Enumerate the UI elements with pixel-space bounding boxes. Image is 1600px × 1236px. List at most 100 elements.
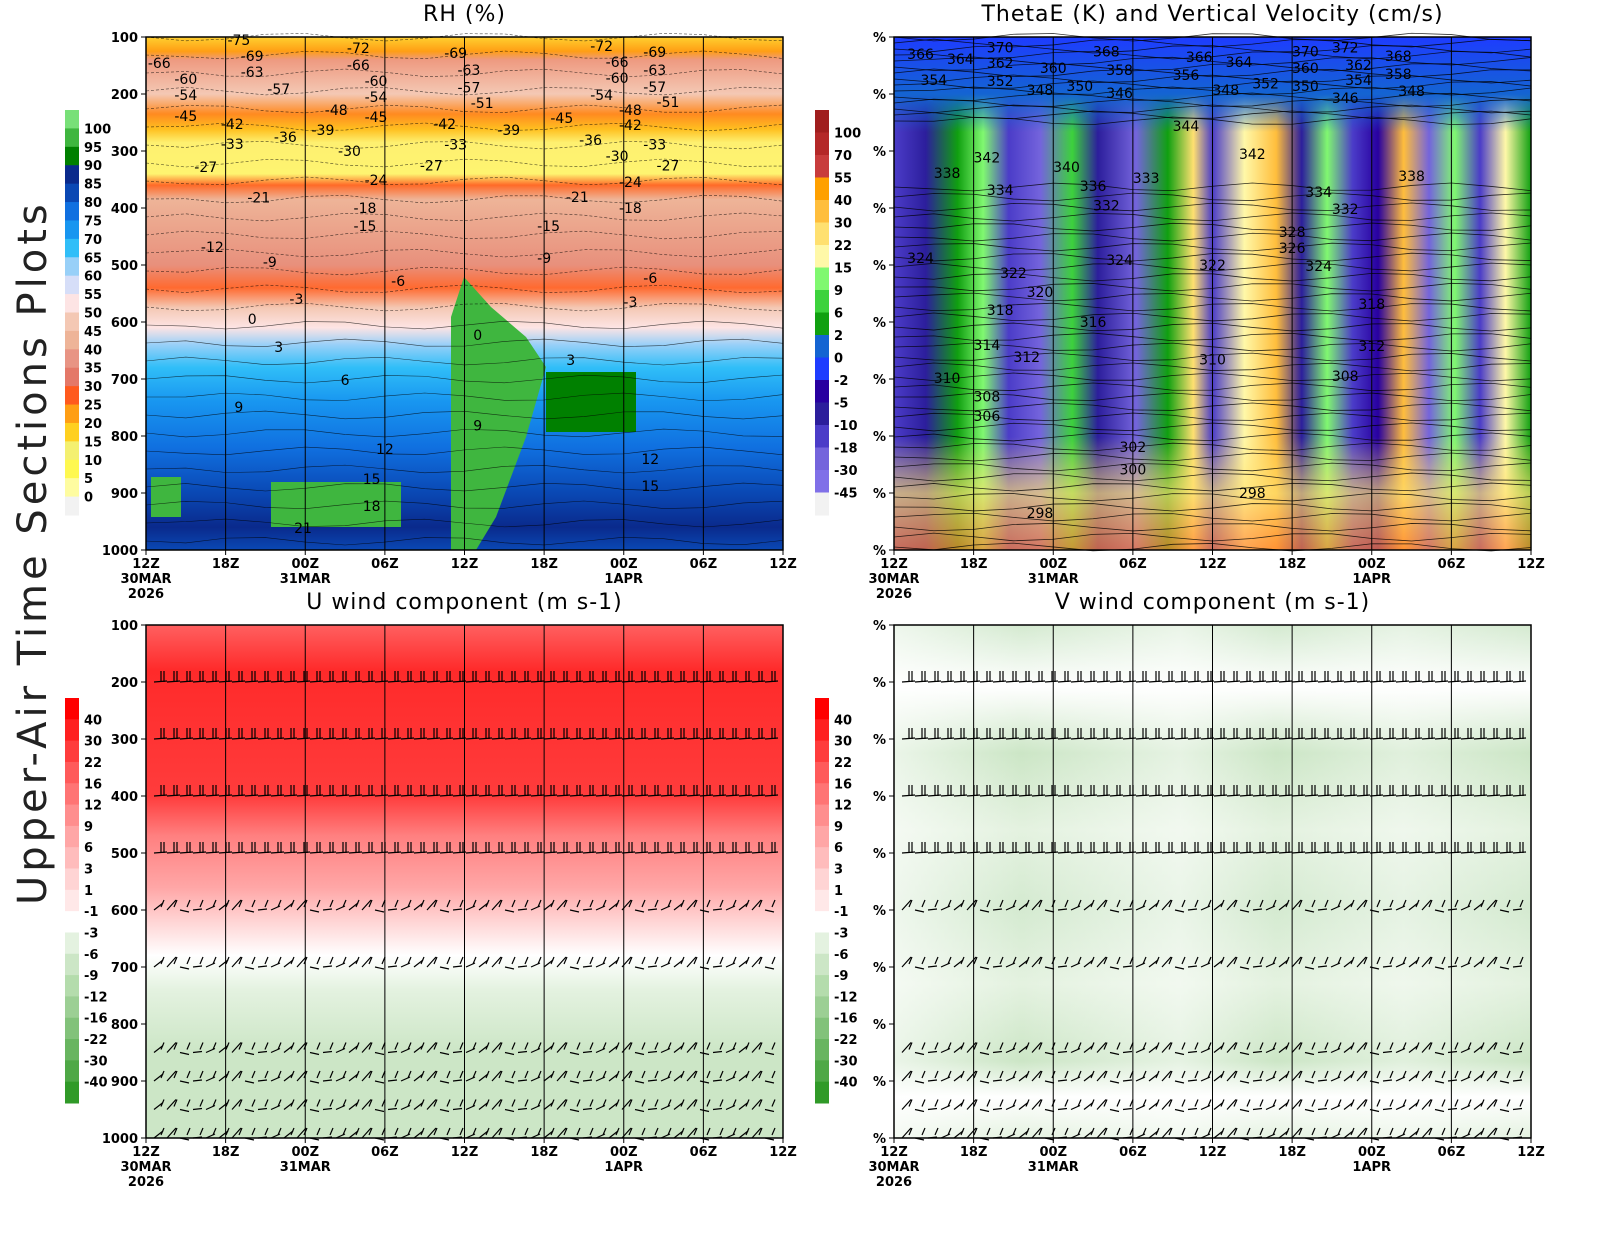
colorbar-swatch xyxy=(815,825,829,848)
wind-barb xyxy=(348,671,363,683)
colorbar-swatch xyxy=(65,1017,79,1040)
colorbar-swatch xyxy=(65,146,79,166)
wind-barb xyxy=(901,1070,913,1082)
wind-barb xyxy=(1317,728,1332,740)
contour-label: 358 xyxy=(1385,67,1412,83)
wind-barb xyxy=(439,1099,451,1113)
colorbar-swatch xyxy=(815,357,829,381)
colorbar-label: -9 xyxy=(84,969,98,984)
wind-barb xyxy=(699,899,711,913)
contour-line xyxy=(145,32,784,42)
colorbar-swatch xyxy=(815,222,829,246)
y-tick-label: % xyxy=(873,847,886,862)
x-tick-label: 06Z xyxy=(1438,557,1466,572)
wind-barb xyxy=(953,956,965,968)
wind-barb xyxy=(764,671,779,683)
wind-barb xyxy=(738,1127,750,1139)
wind-barb xyxy=(569,956,581,970)
wind-barb xyxy=(966,1127,978,1139)
wind-barb xyxy=(1057,1070,1069,1082)
wind-barb xyxy=(927,1070,939,1082)
colorbar-label: 6 xyxy=(84,841,93,856)
wind-barb xyxy=(764,899,776,913)
wind-barb xyxy=(1473,1127,1485,1139)
colorbar-label: 30 xyxy=(84,380,102,395)
wind-barb xyxy=(1083,1070,1095,1082)
wind-barb xyxy=(1447,842,1462,854)
wind-barb xyxy=(426,1099,438,1110)
colorbar-label: 1 xyxy=(834,884,843,899)
wind-barb xyxy=(1382,785,1397,797)
contour-label: 352 xyxy=(1252,77,1279,93)
y-tick-label: % xyxy=(873,904,886,919)
wind-barb xyxy=(1187,842,1202,854)
wind-barb xyxy=(1096,1127,1108,1139)
wind-barb xyxy=(1109,1042,1121,1056)
wind-barb xyxy=(1434,1099,1446,1113)
wind-barb xyxy=(465,785,480,797)
wind-barb xyxy=(309,1070,321,1084)
wind-barb xyxy=(530,671,545,683)
wind-barb xyxy=(1174,899,1186,913)
wind-barb xyxy=(953,785,968,797)
colorbar-label: -10 xyxy=(834,419,858,434)
wind-barb xyxy=(244,785,259,797)
wind-barb xyxy=(914,899,926,913)
y-tick-label: % xyxy=(873,733,886,748)
y-tick-label: % xyxy=(873,790,886,805)
wind-barb xyxy=(153,1070,165,1082)
wind-barb xyxy=(439,842,454,854)
wind-barb xyxy=(712,899,724,911)
u-wind-title: U wind component (m s-1) xyxy=(306,590,623,615)
wind-barb xyxy=(1109,1070,1121,1084)
wind-barb xyxy=(953,1127,965,1139)
colorbar-swatch xyxy=(65,996,79,1019)
wind-barb xyxy=(556,728,571,740)
colorbar-label: -45 xyxy=(834,487,858,502)
wind-barb xyxy=(1044,728,1059,740)
colorbar-label: -22 xyxy=(84,1033,108,1048)
wind-barb xyxy=(335,842,350,854)
wind-barb xyxy=(491,956,503,968)
wind-barb xyxy=(608,671,623,683)
wind-barb xyxy=(992,842,1007,854)
wind-barb xyxy=(1408,956,1420,968)
y-tick-label: 300 xyxy=(111,145,138,160)
colorbar-swatch xyxy=(65,804,79,827)
wind-barb xyxy=(452,956,464,968)
wind-barb xyxy=(452,899,464,911)
x-tick-label: 18Z xyxy=(960,1145,988,1160)
x-tick-label: 12Z xyxy=(1517,557,1545,572)
contour-line xyxy=(145,50,784,60)
y-tick-label: % xyxy=(873,676,886,691)
wind-barb xyxy=(309,899,321,913)
contour-label: 364 xyxy=(947,52,974,68)
wind-barb xyxy=(1096,1070,1108,1082)
wind-barb xyxy=(1135,728,1150,740)
wind-barb xyxy=(270,899,282,911)
wind-barb xyxy=(1252,899,1264,911)
wind-barb xyxy=(1356,899,1368,911)
contour-label: 338 xyxy=(934,166,961,182)
wind-barb xyxy=(1174,842,1189,854)
wind-barb xyxy=(543,1099,555,1110)
colorbar-swatch xyxy=(815,975,829,997)
colorbar-swatch xyxy=(815,200,829,223)
contour-label: -27 xyxy=(657,158,680,174)
wind-barb xyxy=(478,671,493,683)
contour-label: 348 xyxy=(1027,83,1054,99)
wind-barb xyxy=(1395,1042,1407,1054)
wind-barb xyxy=(1200,956,1212,968)
wind-barb xyxy=(270,1099,282,1111)
wind-barb xyxy=(1330,1070,1342,1082)
wind-barb xyxy=(1447,785,1462,797)
wind-barb xyxy=(1278,1070,1290,1082)
wind-barb xyxy=(231,1042,243,1053)
wind-barb xyxy=(1395,842,1410,854)
contour-label: 328 xyxy=(1279,225,1306,241)
wind-barb xyxy=(1499,1042,1511,1056)
wind-barb xyxy=(491,728,506,740)
colorbar-swatch xyxy=(815,155,829,178)
wind-barb xyxy=(192,956,204,968)
wind-barb xyxy=(218,1070,230,1082)
